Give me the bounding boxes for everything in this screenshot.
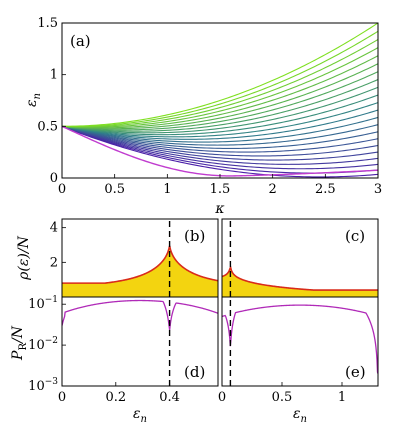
panel-b-ylabel: ρ(ε)/N <box>16 235 32 280</box>
level-curve-18 <box>62 47 378 128</box>
level-curve-4 <box>62 125 378 161</box>
x-tick-label: 1 <box>338 390 346 405</box>
level-curve-8 <box>62 124 378 146</box>
panel-c-dos-fill <box>222 267 378 297</box>
x-tick-label: 0.4 <box>159 390 180 405</box>
panel-d-frame <box>61 296 219 387</box>
y-tick-label: 10−1 <box>28 295 58 312</box>
x-tick-label: 2.5 <box>315 182 336 197</box>
panel-e-x-ticks: 0 0.5 1 <box>218 382 346 405</box>
y-tick-label: 0.5 <box>37 119 58 134</box>
panel-d-xlabel: εn <box>133 406 147 425</box>
y-tick-label: 1.5 <box>37 16 58 31</box>
panel-d: 0 0.2 0.4 10−1 10−2 10−3 (d) PR/N εn <box>10 295 219 425</box>
x-tick-label: 2 <box>269 182 277 197</box>
panel-a: 0 0.5 1 1.5 2 2.5 3 0 0.5 1 1.5 (a) κ εn <box>24 16 382 217</box>
x-tick-label: 0.2 <box>105 390 126 405</box>
panel-b-y-ticks: 24 <box>50 221 66 270</box>
panel-e-pr-curve <box>222 304 378 374</box>
x-tick-label: 0 <box>58 390 66 405</box>
panel-d-ylabel: PR/N <box>10 325 29 361</box>
x-tick-label: 1.5 <box>210 182 231 197</box>
panel-e-xlabel: εn <box>293 406 307 425</box>
level-curve-11 <box>62 102 378 138</box>
panel-e: 0 0.5 1 (e) εn <box>218 296 379 425</box>
panel-b-label: (b) <box>184 227 205 245</box>
level-curve-3 <box>62 125 378 165</box>
level-curve-7 <box>62 125 378 150</box>
y-tick-label: 2 <box>50 255 58 270</box>
panel-a-x-ticks: 0 0.5 1 1.5 2 2.5 3 <box>58 174 382 197</box>
level-curve-16 <box>62 63 378 130</box>
panel-e-frame <box>221 296 379 387</box>
x-tick-label: 0 <box>58 182 66 197</box>
x-tick-label: 0.5 <box>104 182 125 197</box>
panel-d-pr-curve <box>62 299 218 331</box>
y-tick-label: 10−3 <box>28 377 58 394</box>
panel-a-xlabel: κ <box>214 201 224 217</box>
y-tick-label: 1 <box>50 68 58 83</box>
y-tick-label: 10−2 <box>28 336 58 353</box>
x-tick-label: 0.5 <box>272 390 293 405</box>
level-curve-12 <box>62 94 378 136</box>
panel-b-dos-fill <box>62 245 218 297</box>
level-curve-19 <box>62 39 378 128</box>
level-curve-6 <box>62 125 378 153</box>
panel-a-ylabel: εn <box>24 93 43 107</box>
x-tick-label: 3 <box>374 182 382 197</box>
panel-d-label: (d) <box>184 363 205 381</box>
level-curve-2 <box>62 125 378 170</box>
level-curve-14 <box>62 79 378 132</box>
level-curves <box>62 23 378 178</box>
panel-b-dos-curve <box>62 245 218 284</box>
level-curve-20 <box>62 30 378 127</box>
level-curve-17 <box>62 55 378 129</box>
panel-a-label: (a) <box>70 32 91 50</box>
y-tick-label: 0 <box>50 171 58 186</box>
y-tick-label: 4 <box>50 221 58 236</box>
level-curve-9 <box>62 116 378 143</box>
x-tick-label: 0 <box>218 390 226 405</box>
level-curve-10 <box>62 109 378 140</box>
panel-e-label: (e) <box>345 363 366 381</box>
panel-d-x-ticks: 0 0.2 0.4 <box>58 382 180 405</box>
level-curve-21 <box>62 23 378 127</box>
panel-b: 24 (b) ρ(ε)/N <box>16 218 219 298</box>
panel-a-y-ticks: 0 0.5 1 1.5 <box>37 16 66 186</box>
level-curve-13 <box>62 86 378 134</box>
panel-c-label: (c) <box>345 227 365 245</box>
level-curve-15 <box>62 71 378 131</box>
panel-d-y-ticks: 10−1 10−2 10−3 <box>28 295 66 394</box>
level-curve-5 <box>62 125 378 157</box>
x-tick-label: 1 <box>163 182 171 197</box>
panel-c: (c) <box>221 218 379 298</box>
panel-c-dos-curve <box>222 264 378 291</box>
